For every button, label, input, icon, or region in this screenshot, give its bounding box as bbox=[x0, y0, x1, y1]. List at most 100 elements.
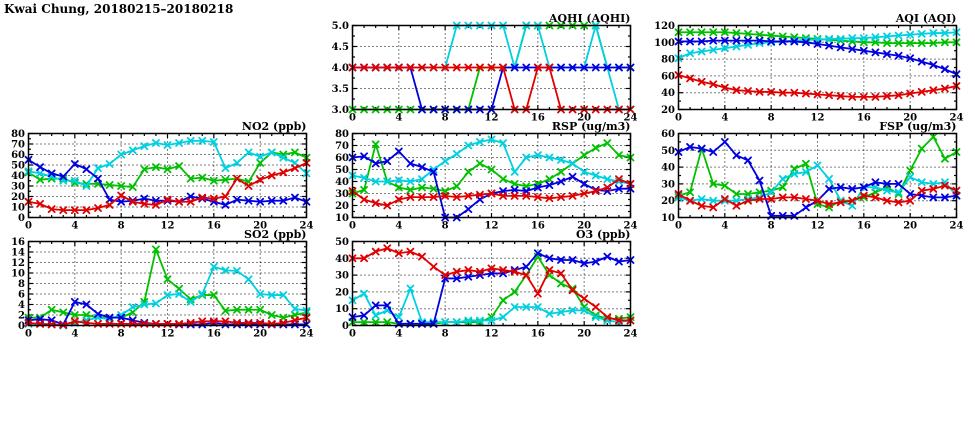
x-tick-label: 12 bbox=[811, 221, 825, 232]
y-tick-label: 50 bbox=[335, 237, 349, 248]
x-tick-label: 8 bbox=[118, 221, 125, 232]
x-tick-label: 0 bbox=[25, 329, 32, 340]
y-tick-label: 5.0 bbox=[332, 21, 349, 32]
chart-title: FSP (ug/m3) bbox=[879, 120, 956, 133]
y-tick-label: 30 bbox=[11, 182, 25, 193]
plot-border bbox=[351, 132, 632, 219]
x-tick-label: 24 bbox=[950, 221, 964, 232]
y-tick-label: 3.5 bbox=[332, 84, 349, 95]
y-tick-label: 70 bbox=[11, 140, 25, 151]
y-tick-label: 70 bbox=[335, 141, 349, 152]
plot-border bbox=[27, 240, 308, 327]
x-tick-label: 8 bbox=[768, 113, 775, 124]
y-tick-label: 4 bbox=[18, 300, 25, 311]
series-markers-green bbox=[674, 132, 961, 212]
x-tick-label: 0 bbox=[349, 221, 356, 232]
x-tick-label: 12 bbox=[161, 221, 175, 232]
chart-title: AQHI (AQHI) bbox=[548, 12, 631, 25]
y-tick-label: 14 bbox=[11, 248, 25, 259]
chart-rsp: 0 4 8 12 16 20 24 10 20 30 40 50 60 70 80 RSP (ug/m3) bbox=[324, 120, 642, 234]
x-tick-label: 8 bbox=[442, 221, 449, 232]
x-tick-label: 12 bbox=[485, 113, 499, 124]
x-tick-label: 0 bbox=[675, 113, 682, 124]
page-title: Kwai Chung, 20180215–20180218 bbox=[4, 2, 234, 16]
chart-svg-fsp: 0 4 8 12 16 20 24 10 20 30 40 50 60 FSP (ug/m3) bbox=[661, 120, 964, 232]
y-tick-label: 6 bbox=[18, 290, 25, 301]
y-tick-label: 0 bbox=[342, 321, 349, 332]
x-tick-label: 24 bbox=[624, 221, 638, 232]
y-tick-label: 4.0 bbox=[332, 63, 349, 74]
x-tick-label: 12 bbox=[485, 329, 499, 340]
y-tick-label: 30 bbox=[661, 179, 675, 190]
x-tick-label: 16 bbox=[531, 221, 545, 232]
x-tick-label: 4 bbox=[721, 113, 728, 124]
y-tick-label: 40 bbox=[335, 177, 349, 188]
x-tick-label: 24 bbox=[624, 329, 638, 340]
plot-border bbox=[351, 24, 632, 111]
y-tick-label: 40 bbox=[661, 163, 675, 174]
x-tick-label: 12 bbox=[485, 221, 499, 232]
y-tick-label: 8 bbox=[18, 279, 25, 290]
y-tick-label: 120 bbox=[654, 21, 675, 32]
y-tick-label: 3.0 bbox=[332, 105, 349, 116]
y-tick-label: 12 bbox=[11, 258, 25, 269]
y-tick-label: 30 bbox=[335, 271, 349, 282]
plot-border bbox=[677, 24, 958, 111]
x-tick-label: 20 bbox=[253, 221, 267, 232]
y-tick-label: 40 bbox=[335, 254, 349, 265]
x-tick-label: 16 bbox=[207, 221, 221, 232]
plot-border bbox=[351, 240, 632, 327]
y-tick-label: 80 bbox=[335, 129, 349, 140]
y-tick-label: 60 bbox=[11, 150, 25, 161]
series-markers-cyan bbox=[24, 262, 311, 330]
chart-title: AQI (AQI) bbox=[895, 12, 957, 25]
y-tick-label: 50 bbox=[11, 161, 25, 172]
y-tick-label: 20 bbox=[661, 105, 675, 116]
y-tick-label: 10 bbox=[335, 304, 349, 315]
chart-so2: 0 4 8 12 16 20 24 0 2 4 6 8 10 12 14 16 SO2 (ppb) bbox=[0, 228, 318, 342]
y-tick-label: 40 bbox=[661, 88, 675, 99]
y-tick-label: 20 bbox=[335, 287, 349, 298]
x-tick-label: 4 bbox=[395, 329, 402, 340]
y-tick-label: 0 bbox=[18, 321, 25, 332]
plot-border bbox=[27, 132, 308, 219]
y-tick-label: 10 bbox=[661, 213, 675, 224]
series-markers-blue bbox=[674, 138, 961, 220]
y-tick-label: 20 bbox=[11, 192, 25, 203]
x-tick-label: 4 bbox=[71, 221, 78, 232]
x-tick-label: 16 bbox=[207, 329, 221, 340]
x-tick-label: 8 bbox=[768, 221, 775, 232]
x-tick-label: 12 bbox=[811, 113, 825, 124]
x-tick-label: 20 bbox=[253, 329, 267, 340]
y-tick-label: 20 bbox=[335, 201, 349, 212]
y-tick-label: 50 bbox=[335, 165, 349, 176]
x-tick-label: 4 bbox=[395, 113, 402, 124]
y-tick-label: 10 bbox=[11, 203, 25, 214]
x-tick-label: 8 bbox=[442, 329, 449, 340]
y-tick-label: 80 bbox=[11, 129, 25, 140]
series-markers-cyan bbox=[348, 284, 635, 327]
y-tick-label: 2 bbox=[18, 311, 25, 322]
x-tick-label: 24 bbox=[950, 113, 964, 124]
y-tick-label: 30 bbox=[335, 189, 349, 200]
y-tick-label: 0 bbox=[18, 213, 25, 224]
y-tick-label: 20 bbox=[661, 196, 675, 207]
x-tick-label: 24 bbox=[300, 221, 314, 232]
y-tick-label: 50 bbox=[661, 146, 675, 157]
x-tick-label: 20 bbox=[903, 221, 917, 232]
chart-title: RSP (ug/m3) bbox=[552, 120, 631, 133]
chart-svg-aqhi: 0 4 8 12 16 20 24 3.0 3.5 4.0 4.5 5.0 AQHI (AQHI) bbox=[332, 12, 638, 124]
chart-title: NO2 (ppb) bbox=[242, 120, 307, 133]
x-tick-label: 16 bbox=[531, 113, 545, 124]
chart-title: SO2 (ppb) bbox=[244, 228, 307, 241]
y-tick-label: 60 bbox=[661, 71, 675, 82]
x-tick-label: 20 bbox=[577, 113, 591, 124]
chart-fsp: 0 4 8 12 16 20 24 10 20 30 40 50 60 FSP (ug/m3) bbox=[650, 120, 968, 234]
y-tick-label: 60 bbox=[661, 129, 675, 140]
y-tick-label: 10 bbox=[11, 269, 25, 280]
y-tick-label: 10 bbox=[335, 213, 349, 224]
chart-no2: 0 4 8 12 16 20 24 0 10 20 30 40 50 60 70 80 NO2 (ppb) bbox=[0, 120, 318, 234]
x-tick-label: 20 bbox=[577, 329, 591, 340]
